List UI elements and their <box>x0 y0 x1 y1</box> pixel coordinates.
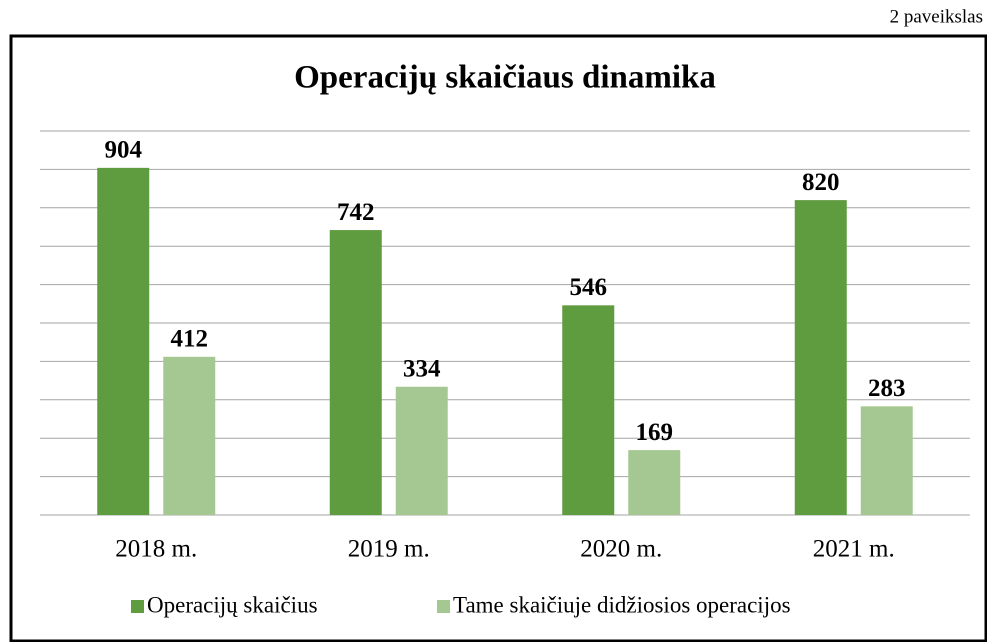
chart-title: Operacijų skaičiaus dinamika <box>294 60 716 96</box>
x-tick-label: 2021 m. <box>813 536 895 563</box>
data-label: 904 <box>105 137 143 164</box>
data-label: 412 <box>171 326 209 353</box>
data-label: 820 <box>802 169 840 196</box>
data-label: 283 <box>868 375 906 402</box>
figure-label: 2 paveikslas <box>890 6 983 27</box>
x-tick-label: 2018 m. <box>115 536 197 563</box>
x-tick-label: 2020 m. <box>580 536 662 563</box>
bar <box>562 305 615 515</box>
bar <box>860 406 913 515</box>
bar <box>329 230 382 515</box>
bar <box>794 200 847 515</box>
x-tick-label: 2019 m. <box>348 536 430 563</box>
frame <box>9 34 987 642</box>
bar <box>97 167 150 515</box>
legend-label: Tame skaičiuje didžiosios operacijos <box>453 592 791 617</box>
bar <box>395 386 448 515</box>
data-label: 742 <box>337 199 375 226</box>
data-label: 169 <box>636 419 674 446</box>
bar <box>628 450 681 515</box>
legend-label: Operacijų skaičius <box>147 592 318 617</box>
data-label: 546 <box>570 274 608 301</box>
data-label: 334 <box>403 355 441 382</box>
legend-swatch <box>131 600 144 613</box>
bar <box>163 356 216 515</box>
legend-swatch <box>437 600 450 613</box>
